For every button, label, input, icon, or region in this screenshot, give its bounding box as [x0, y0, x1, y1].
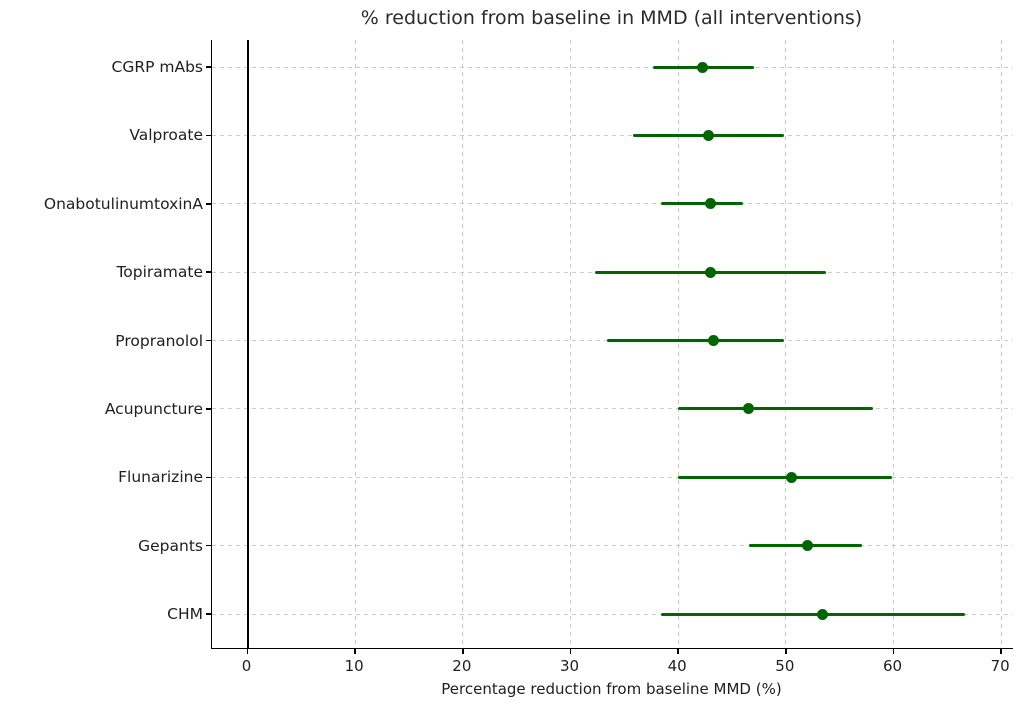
x-tick-label: 40: [667, 657, 687, 675]
y-tick-label: Flunarizine: [118, 468, 203, 487]
point-marker: [704, 266, 716, 278]
x-tick-label: 60: [882, 657, 903, 675]
x-tick: [785, 648, 787, 654]
x-tick-label: 30: [559, 657, 580, 675]
x-tick: [246, 648, 249, 654]
y-tick: [206, 66, 212, 68]
x-gridline: [354, 40, 356, 648]
y-gridline: [212, 476, 1013, 478]
point-marker: [801, 540, 813, 552]
y-gridline: [212, 545, 1013, 547]
y-tick-label: Gepants: [138, 536, 203, 555]
y-tick-label: Valproate: [129, 126, 203, 145]
x-gridline: [892, 40, 894, 648]
y-gridline: [212, 613, 1013, 615]
y-tick-label: Acupuncture: [104, 399, 203, 418]
plot-area: [206, 40, 1013, 654]
x-tick-label: 10: [344, 657, 364, 675]
y-tick-label: Topiramate: [116, 263, 203, 282]
zero-reference-line: [246, 40, 249, 648]
y-tick-label: OnabotulinumtoxinA: [43, 194, 203, 213]
x-tick: [354, 648, 356, 654]
y-tick-label: CGRP mAbs: [111, 58, 204, 76]
y-tick: [206, 203, 212, 205]
point-marker: [702, 129, 714, 141]
error-bar: [678, 475, 893, 479]
x-tick-label: 50: [775, 657, 795, 675]
point-marker: [697, 61, 709, 73]
y-tick: [206, 544, 212, 547]
y-tick: [206, 339, 212, 342]
x-gridline: [570, 40, 571, 648]
y-gridline: [212, 203, 1013, 205]
y-gridline: [212, 408, 1013, 410]
y-tick: [206, 476, 212, 478]
chart-title: % reduction from baseline in MMD (all in…: [360, 7, 863, 29]
error-bar: [678, 407, 874, 411]
x-axis-label: Percentage reduction from baseline MMD (…: [441, 680, 782, 698]
point-marker: [742, 403, 754, 415]
y-tick: [206, 408, 212, 410]
x-tick: [569, 648, 572, 654]
x-gridline: [785, 40, 787, 648]
error-bar: [660, 202, 743, 206]
point-marker: [816, 608, 828, 620]
x-gridline: [462, 40, 464, 648]
x-tick: [677, 648, 679, 654]
point-marker: [704, 198, 716, 210]
x-tick: [462, 648, 464, 654]
y-tick-label: CHM: [167, 605, 203, 623]
x-tick-label: 20: [452, 657, 472, 675]
point-marker: [708, 335, 720, 346]
y-tick: [206, 134, 212, 137]
y-gridline: [212, 66, 1013, 68]
y-tick-label: Propranolol: [115, 331, 203, 350]
x-tick-label: 70: [990, 657, 1010, 675]
error-bar: [607, 339, 784, 342]
y-tick: [206, 613, 212, 615]
point-marker: [785, 471, 797, 483]
x-tick-label: 0: [241, 657, 252, 675]
error-bar: [660, 612, 965, 616]
x-tick: [1000, 648, 1002, 654]
x-gridline: [1000, 40, 1002, 648]
y-gridline: [212, 134, 1013, 136]
x-tick: [892, 648, 895, 654]
y-tick: [206, 271, 212, 273]
x-gridline: [677, 40, 679, 648]
